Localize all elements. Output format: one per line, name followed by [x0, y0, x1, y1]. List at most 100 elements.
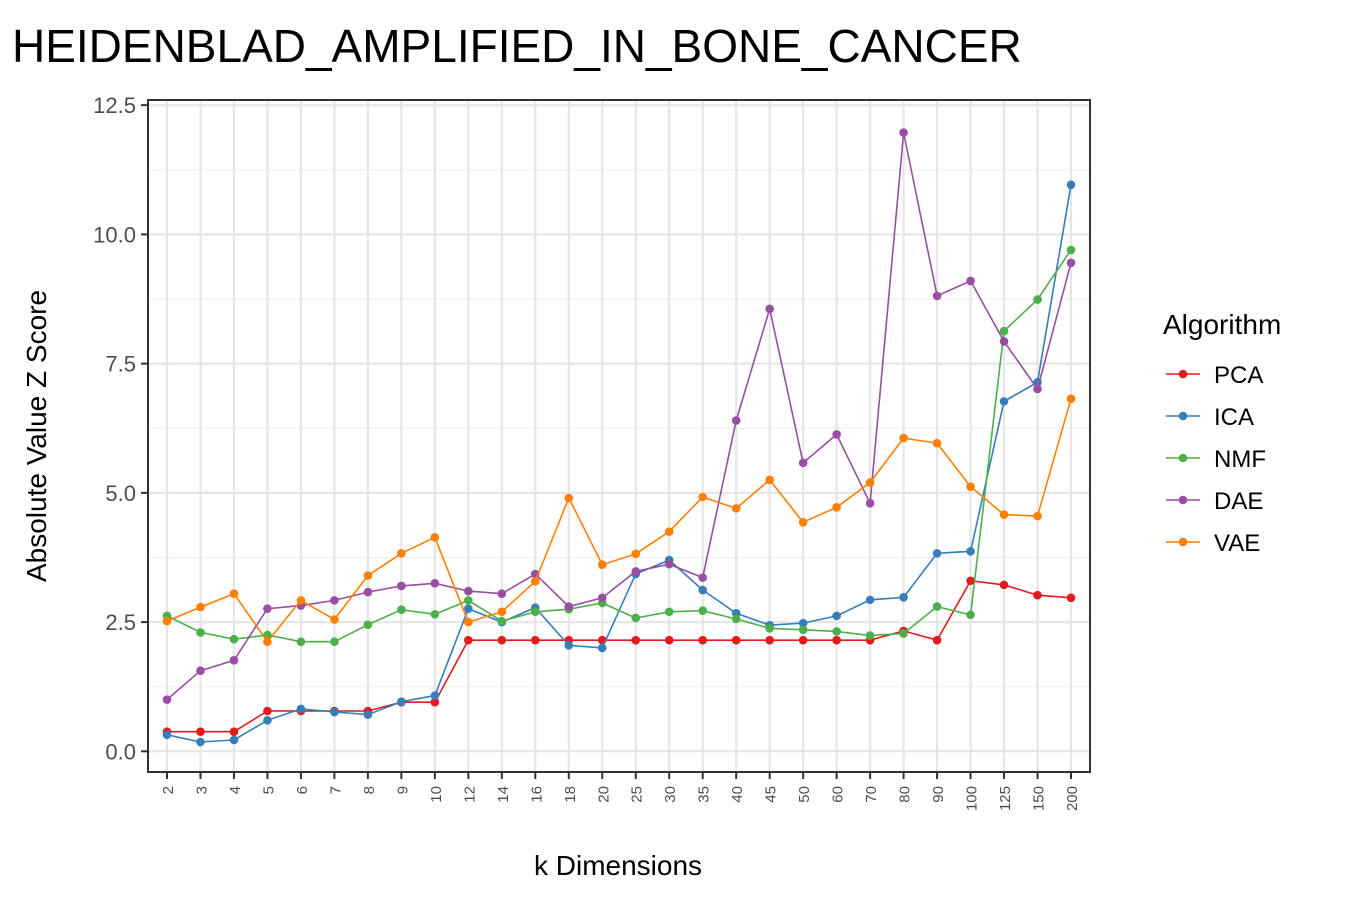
- legend-key-point-dae: [1178, 495, 1188, 505]
- data-point-vae: [430, 533, 440, 542]
- data-point-ica: [397, 697, 406, 706]
- data-point-pca: [765, 635, 774, 645]
- data-point-dae: [731, 416, 741, 425]
- data-point-pca: [731, 635, 741, 645]
- x-tick-label: 200: [1064, 786, 1081, 811]
- x-tick-label: 6: [294, 786, 311, 794]
- data-point-vae: [999, 510, 1009, 519]
- y-tick-label: 12.5: [93, 93, 136, 118]
- x-tick-label: 25: [629, 786, 646, 803]
- data-point-dae: [999, 337, 1009, 346]
- data-point-nmf: [765, 623, 774, 633]
- data-point-nmf: [430, 610, 440, 619]
- data-point-vae: [597, 560, 607, 570]
- data-point-vae: [196, 602, 205, 612]
- legend-label-ica: ICA: [1214, 404, 1254, 431]
- data-point-pca: [430, 697, 440, 707]
- data-point-ica: [363, 710, 373, 719]
- x-tick-label: 40: [729, 786, 746, 803]
- data-point-nmf: [296, 637, 306, 647]
- legend-label-dae: DAE: [1214, 488, 1263, 515]
- data-point-pca: [798, 635, 808, 645]
- x-tick-label: 3: [193, 786, 210, 794]
- data-point-ica: [865, 595, 875, 605]
- data-point-dae: [899, 128, 908, 137]
- data-point-nmf: [932, 602, 942, 611]
- data-point-dae: [765, 304, 774, 314]
- data-point-ica: [698, 585, 708, 595]
- data-point-vae: [698, 492, 708, 502]
- data-point-vae: [564, 493, 574, 503]
- legend-label-vae: VAE: [1214, 530, 1260, 557]
- data-point-pca: [464, 635, 473, 645]
- data-point-nmf: [497, 616, 507, 626]
- x-tick-label: 100: [964, 786, 981, 811]
- legend-key-point-pca: [1178, 369, 1188, 379]
- x-tick-label: 80: [897, 786, 914, 803]
- legend-key-point-vae: [1178, 537, 1188, 547]
- data-point-ica: [196, 737, 205, 747]
- data-point-dae: [229, 656, 239, 665]
- x-tick-label: 12: [461, 786, 478, 803]
- data-point-ica: [263, 716, 272, 725]
- data-point-vae: [664, 527, 674, 536]
- data-point-ica: [330, 707, 339, 717]
- data-point-ica: [597, 643, 607, 653]
- data-point-ica: [798, 618, 808, 628]
- data-point-nmf: [263, 630, 272, 640]
- data-point-vae: [631, 549, 641, 559]
- panel-border: [147, 99, 1091, 773]
- data-point-nmf: [899, 629, 908, 638]
- data-point-nmf: [999, 326, 1009, 336]
- chart-title: HEIDENBLAD_AMPLIFIED_IN_BONE_CANCER: [12, 20, 1022, 72]
- data-point-dae: [865, 498, 875, 508]
- data-point-ica: [966, 546, 975, 556]
- series-line-dae: [166, 132, 1072, 701]
- data-point-dae: [363, 587, 373, 597]
- data-point-nmf: [832, 627, 841, 636]
- x-tick-label: 14: [495, 786, 512, 803]
- data-point-ica: [464, 604, 473, 613]
- data-point-dae: [263, 604, 272, 613]
- data-point-dae: [798, 458, 808, 468]
- data-point-vae: [1066, 394, 1076, 404]
- data-point-nmf: [631, 613, 641, 623]
- data-point-dae: [932, 291, 942, 301]
- data-point-pca: [263, 706, 272, 716]
- data-point-dae: [664, 559, 674, 569]
- data-point-pca: [999, 580, 1009, 590]
- x-tick-label: 10: [428, 786, 445, 803]
- x-tick-label: 150: [1031, 786, 1048, 811]
- x-tick-label: 35: [696, 786, 713, 803]
- data-point-nmf: [664, 607, 674, 617]
- data-point-dae: [162, 695, 172, 704]
- x-tick-label: 60: [830, 786, 847, 803]
- data-point-vae: [497, 607, 507, 617]
- data-point-dae: [330, 596, 339, 605]
- x-tick-label: 18: [562, 786, 579, 803]
- data-point-vae: [865, 478, 875, 487]
- data-point-pca: [1066, 593, 1076, 603]
- data-point-nmf: [530, 607, 540, 617]
- series-line-ica: [166, 184, 1072, 743]
- data-point-pca: [966, 576, 975, 586]
- data-point-vae: [899, 433, 908, 443]
- y-tick-label: 0.0: [105, 739, 136, 764]
- data-point-ica: [564, 641, 574, 650]
- data-point-dae: [597, 593, 607, 603]
- x-tick-label: 70: [863, 786, 880, 803]
- data-point-vae: [932, 438, 942, 448]
- data-point-nmf: [1066, 245, 1076, 255]
- data-point-vae: [296, 596, 306, 605]
- data-point-vae: [162, 616, 172, 626]
- data-point-nmf: [1033, 295, 1042, 304]
- series-line-vae: [166, 398, 1072, 644]
- data-point-dae: [698, 573, 708, 582]
- data-point-dae: [497, 589, 507, 598]
- data-point-vae: [363, 571, 373, 580]
- series-layer: [162, 128, 1076, 747]
- data-point-ica: [430, 691, 440, 700]
- legend-key-point-ica: [1178, 411, 1188, 421]
- data-point-nmf: [731, 614, 741, 624]
- data-point-dae: [397, 581, 406, 591]
